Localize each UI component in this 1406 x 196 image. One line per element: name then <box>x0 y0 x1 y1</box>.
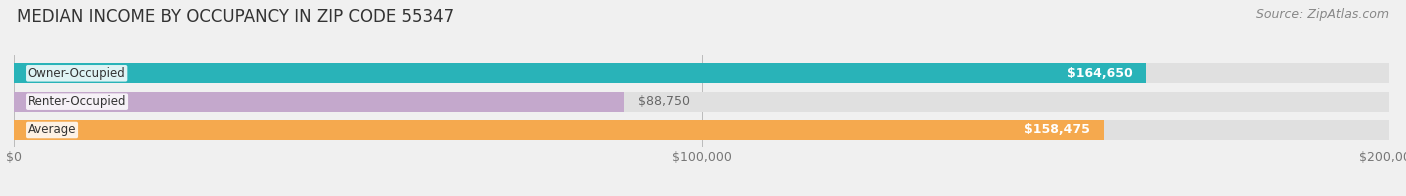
Bar <box>14 92 624 112</box>
Bar <box>14 63 1146 83</box>
Text: $158,475: $158,475 <box>1024 123 1090 136</box>
Text: Average: Average <box>28 123 76 136</box>
Text: Source: ZipAtlas.com: Source: ZipAtlas.com <box>1256 8 1389 21</box>
Bar <box>14 120 1389 140</box>
Text: $88,750: $88,750 <box>638 95 690 108</box>
Text: $164,650: $164,650 <box>1067 67 1132 80</box>
Text: Owner-Occupied: Owner-Occupied <box>28 67 125 80</box>
Text: MEDIAN INCOME BY OCCUPANCY IN ZIP CODE 55347: MEDIAN INCOME BY OCCUPANCY IN ZIP CODE 5… <box>17 8 454 26</box>
Bar <box>14 120 1104 140</box>
Text: Renter-Occupied: Renter-Occupied <box>28 95 127 108</box>
Bar <box>14 92 1389 112</box>
Bar <box>14 63 1389 83</box>
